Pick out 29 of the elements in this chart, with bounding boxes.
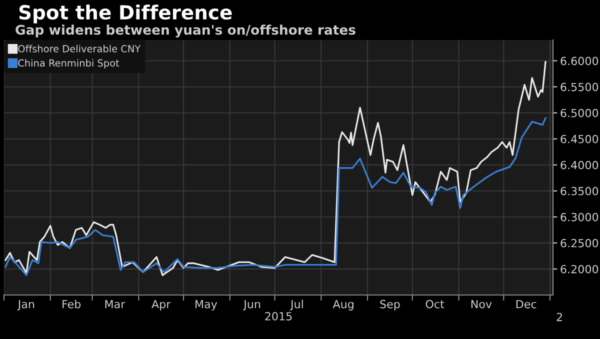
line-series xyxy=(4,61,546,276)
y-tick-label: 6.3000 xyxy=(560,212,598,222)
chart-title: Spot the Difference xyxy=(19,4,232,24)
y-tick-label: 6.3500 xyxy=(560,186,598,196)
x-tick-label: Apr xyxy=(152,300,171,310)
x-tick-label: Aug xyxy=(332,300,354,310)
x-tick-label: Jul xyxy=(290,300,303,310)
x-tick-label: Nov xyxy=(471,300,492,308)
x-tick-label: Jun xyxy=(243,300,260,310)
y-tick-label: 6.6000 xyxy=(560,56,598,66)
y-tick-label: 6.4500 xyxy=(560,134,598,144)
x-tick-label: Jan xyxy=(17,300,34,310)
x-tick-label: Mar xyxy=(105,300,126,308)
text: 2 xyxy=(556,312,562,322)
y-tick-label: 6.2000 xyxy=(560,264,598,274)
x-axis-title: 2015 xyxy=(265,312,292,320)
x-tick-label: Oct xyxy=(426,300,444,308)
x-tick-label: Feb xyxy=(62,300,81,308)
x-tick-label: Sep xyxy=(380,300,400,310)
legend-label: China Renminbi Spot xyxy=(18,59,120,69)
line-series xyxy=(4,117,546,276)
chart-subtitle: Gap widens between yuan's on/offshore rates xyxy=(16,24,356,38)
y-tick-label: 6.5500 xyxy=(560,82,598,92)
y-tick-label: 6.2500 xyxy=(560,238,598,248)
y-tick-label: 6.4000 xyxy=(560,160,598,170)
y-tick-label: 6.5000 xyxy=(560,108,598,118)
legend-label: Offshore Deliverable CNY xyxy=(18,44,141,52)
x-tick-label: May xyxy=(196,300,218,310)
x-tick-label: Dec xyxy=(516,300,536,308)
